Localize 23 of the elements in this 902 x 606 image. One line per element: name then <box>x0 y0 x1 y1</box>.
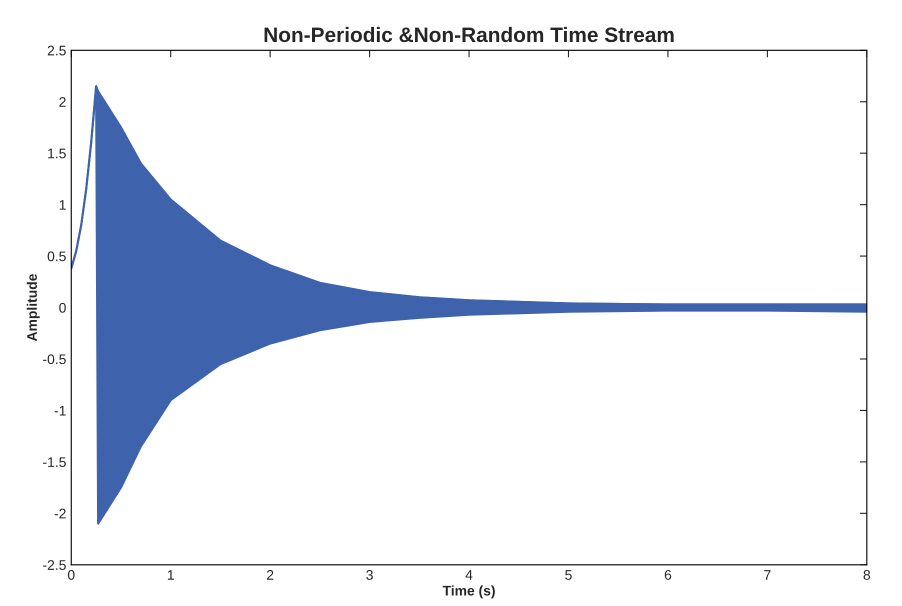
x-tick-label: 1 <box>168 570 174 580</box>
x-axis-title: Time (s) <box>442 585 495 598</box>
y-tick-label: -1 <box>54 406 66 416</box>
y-tick-label: 1.5 <box>48 148 66 158</box>
y-tick-label: 2.5 <box>48 46 66 56</box>
x-tick-label: 7 <box>764 570 771 580</box>
y-tick-label: 0.5 <box>48 251 66 262</box>
y-tick-label: 1 <box>60 200 66 210</box>
x-tick-label: 2 <box>266 570 274 580</box>
x-tick-label: 6 <box>664 570 672 580</box>
y-tick-label: -2 <box>54 508 66 518</box>
y-tick-label: 2 <box>59 97 66 107</box>
x-tick-label: 0 <box>68 570 75 580</box>
x-tick-label: 4 <box>465 570 472 580</box>
y-axis-title: Amplitude <box>26 274 40 342</box>
y-tick-label: -2.5 <box>43 560 66 570</box>
chart-title: Non-Periodic &Non-Random Time Stream <box>264 26 674 42</box>
x-tick-label: 5 <box>565 570 572 580</box>
y-tick-label: -0.5 <box>43 354 66 364</box>
x-tick-label: 8 <box>864 570 870 580</box>
y-tick-label: 0 <box>59 302 66 313</box>
x-tick-label: 3 <box>366 570 373 580</box>
y-tick-label: -1.5 <box>43 457 66 468</box>
